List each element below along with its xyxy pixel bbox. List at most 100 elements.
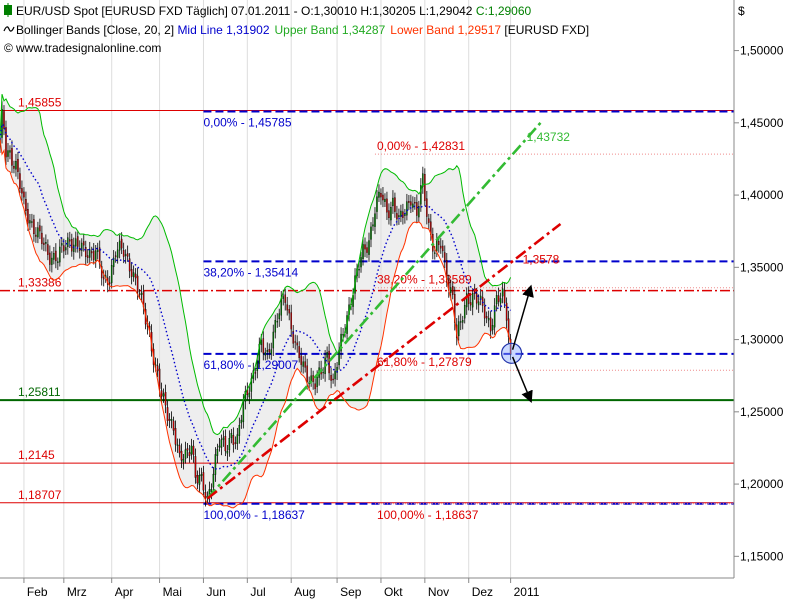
projection-arrow [511,356,533,404]
x-tick-label: Nov [428,585,449,599]
fib-blue-label: 100,00% - 1,18637 [203,508,305,522]
candle-body [88,249,91,258]
candle-body [132,272,135,278]
candle-body [434,252,436,254]
candle-body [202,472,205,491]
candle-body [306,365,308,382]
candle-body [414,202,416,204]
candle-body [489,317,492,332]
bollinger-lower-band [0,139,512,509]
candle-body [487,318,490,321]
candle-body [334,370,336,380]
candle-body [51,257,53,265]
candle-body [481,296,484,306]
y-tick-label: 1,45000 [740,116,784,130]
copyright-symbol: © [4,41,13,55]
candle-body [304,361,306,368]
candle-body [328,350,330,374]
candle-body [15,161,17,170]
header-close: C:1,29060 [476,4,532,18]
candle-body [35,234,37,237]
candle-body [65,247,67,251]
candle-body [172,420,175,431]
candle-body [388,210,390,219]
candle-body [312,375,314,382]
candle-body [162,393,165,397]
candle-body [116,249,119,258]
candle-body [451,286,454,295]
candle-body [450,287,452,293]
fib-red-label: 61,80% - 1,27879 [377,355,472,369]
candle-body [158,368,161,389]
fib-blue-label: 38,20% - 1,35414 [203,265,298,279]
candle-body [214,454,217,475]
candle-body [124,254,127,256]
candle-body [398,215,400,218]
candle-body [260,340,263,345]
candle-body [418,206,420,218]
candle-body [53,252,55,260]
candle-body [364,244,366,250]
header-line-1: EUR/USD Spot [EURUSD FXD Täglich] 07.01.… [16,4,532,18]
candle-body [11,148,13,166]
candle-body [210,489,213,492]
candle-body [440,245,442,249]
y-tick-label: 1,15000 [740,549,784,563]
fib-blue-label: 61,80% - 1,29007 [203,358,298,372]
candle-body [230,433,233,438]
candle-body [316,376,318,388]
axes: Feb Mrz Apr Mai Jun Jul Aug Sep Okt Nov Dez 2011 1,5… [23,44,784,599]
candle-body [268,349,271,353]
candle-body [134,273,137,279]
candle-body [384,198,386,202]
candle-body [174,428,177,445]
candle-body [477,301,480,306]
candle-body [256,362,259,372]
candle-body [459,321,462,323]
candle-body [370,226,372,240]
candle-body [75,238,77,247]
candle-body [248,392,251,398]
candle-body [240,419,243,424]
y-tick-label: 1,20000 [740,477,784,491]
candle-body [296,342,298,346]
candle-body [426,198,428,217]
candle-body [100,266,103,279]
candle-body [332,378,334,381]
candle-body [326,352,328,358]
candle-body [114,255,117,257]
candle-body [79,248,81,251]
candle-body [234,442,237,444]
candle-body [485,316,488,319]
candle-body [438,241,440,245]
candle-body [294,341,296,343]
candle-body [73,244,75,252]
candle-body [9,150,11,153]
header-source: www.tradesignalonline.com [15,41,161,55]
candle-body [84,247,87,258]
horizontal-level-label: 1,18707 [18,488,62,502]
candle-body [86,255,89,258]
candle-body [278,313,281,320]
candle-body [442,245,444,252]
candle-body [499,298,502,304]
candle-body [298,346,300,359]
candle-body [461,320,464,323]
x-tick-label: 2011 [514,585,540,599]
projection-arrow [511,284,534,350]
candle-body [182,458,185,463]
candle-body [156,365,159,372]
candle-body [5,127,7,158]
candle-body [400,210,402,217]
candle-body [232,435,235,445]
candle-body [284,294,286,303]
y-tick-label: 1,40000 [740,188,784,202]
candle-body [27,209,29,224]
candle-body [270,349,273,355]
x-tick-label: Aug [294,585,315,599]
candle-body [218,445,221,448]
candle-body [292,331,294,344]
